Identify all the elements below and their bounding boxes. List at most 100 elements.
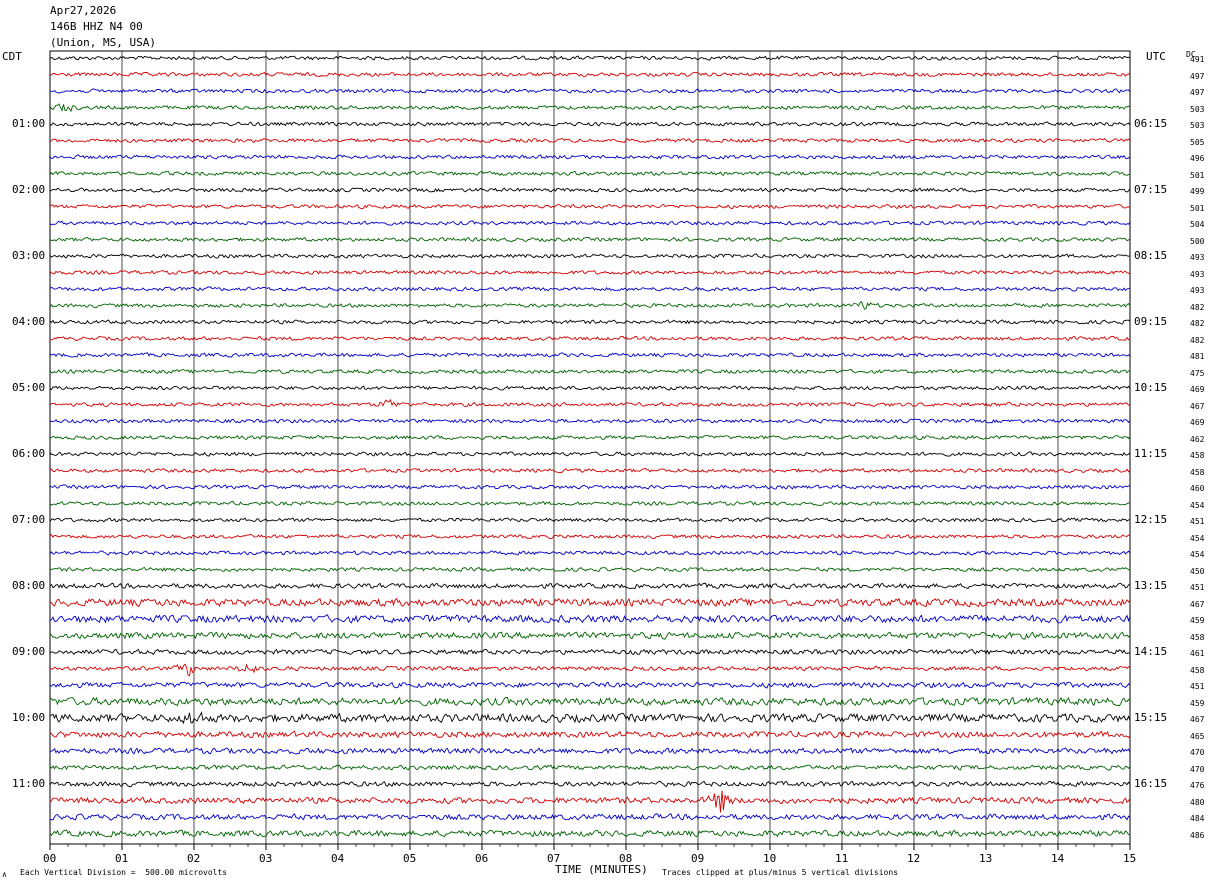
trace-row: [49, 484, 1131, 490]
dc-offset-label: 497: [1190, 71, 1205, 81]
dc-offset-label: 493: [1190, 286, 1205, 295]
dc-offset-label: 503: [1190, 104, 1205, 114]
dc-offset-label: 500: [1190, 236, 1205, 246]
x-tick-label: 13: [979, 852, 993, 865]
hour-label-utc: 14:15: [1134, 645, 1168, 658]
trace-row: [49, 434, 1131, 441]
dc-offset-label: 461: [1190, 649, 1205, 658]
hour-label-local: 06:00: [12, 447, 46, 460]
dc-offset-label: 454: [1190, 533, 1205, 543]
dc-offset-label: 454: [1190, 500, 1205, 510]
trace-row: [49, 187, 1131, 193]
trace-row: [49, 269, 1131, 275]
x-tick-label: 14: [1051, 852, 1065, 865]
dc-offset-label: 467: [1190, 715, 1205, 724]
x-tick-label: 08: [619, 852, 633, 865]
plot-frame: [49, 50, 1131, 845]
dc-offset-label: 465: [1190, 731, 1205, 741]
trace-row: [49, 138, 1131, 144]
x-tick-label: 04: [331, 852, 345, 865]
trace-row: [49, 663, 1131, 677]
trace-row: [49, 154, 1131, 160]
hour-label-utc: 12:15: [1134, 513, 1168, 526]
dc-offset-label: 484: [1190, 814, 1205, 823]
clip-note: Traces clipped at plus/minus 5 vertical …: [662, 868, 899, 877]
left-zone-label: CDT: [2, 50, 22, 63]
trace-row: [49, 253, 1131, 259]
dc-offset-label: 459: [1190, 616, 1205, 625]
x-tick-label: 11: [835, 852, 849, 865]
trace-row: [49, 829, 1131, 838]
hour-label-local: 01:00: [12, 117, 46, 130]
right-zone-label: UTC: [1146, 50, 1166, 63]
dc-offset-label: 482: [1190, 302, 1205, 312]
dc-offset-label: 491: [1190, 55, 1205, 64]
dc-offset-label: 458: [1190, 451, 1205, 460]
trace-row: [49, 220, 1131, 226]
dc-offset-label: 451: [1190, 517, 1205, 526]
x-tick-label: 15: [1123, 852, 1137, 865]
dc-offset-label: 493: [1190, 253, 1205, 262]
hour-label-local: 09:00: [12, 645, 46, 658]
hour-label-local: 11:00: [12, 777, 46, 790]
trace-row: [49, 368, 1131, 375]
trace-row: [49, 533, 1131, 540]
dc-offset-label: 458: [1190, 665, 1205, 675]
dc-offset-label: 482: [1190, 335, 1205, 345]
dc-offset-label: 451: [1190, 583, 1205, 592]
x-axis-label: TIME (MINUTES): [555, 863, 648, 876]
hour-label-utc: 16:15: [1134, 777, 1168, 790]
trace-row: [49, 451, 1131, 457]
trace-row: [49, 203, 1131, 210]
hour-label-utc: 15:15: [1134, 711, 1168, 724]
dc-offset-label: 462: [1190, 434, 1205, 444]
x-tick-label: 03: [259, 852, 273, 865]
trace-row: [49, 566, 1131, 573]
hour-label-utc: 09:15: [1134, 315, 1168, 328]
trace-row: [49, 88, 1131, 94]
dc-offset-label: 499: [1190, 187, 1205, 196]
dc-offset-label: 467: [1190, 401, 1205, 411]
trace-row: [49, 385, 1131, 391]
trace-row: [49, 550, 1131, 556]
dc-offset-label: 469: [1190, 385, 1205, 394]
hour-label-utc: 06:15: [1134, 117, 1168, 130]
x-tick-label: 09: [691, 852, 705, 865]
trace-row: [49, 597, 1131, 608]
trace-row: [49, 614, 1131, 624]
dc-offset-label: 475: [1190, 368, 1205, 378]
trace-row: [49, 696, 1131, 707]
dc-offset-label: 469: [1190, 418, 1205, 427]
trace-row: [49, 319, 1131, 325]
hour-label-utc: 08:15: [1134, 249, 1168, 262]
hour-label-local: 10:00: [12, 711, 46, 724]
dc-offset-label: 503: [1190, 121, 1205, 130]
dc-offset-label: 497: [1190, 88, 1205, 97]
hour-label-utc: 11:15: [1134, 447, 1168, 460]
hour-label-utc: 10:15: [1134, 381, 1168, 394]
trace-row: [49, 418, 1131, 424]
trace-row: [49, 121, 1131, 127]
dc-offset-label: 496: [1190, 154, 1205, 163]
hour-label-utc: 07:15: [1134, 183, 1168, 196]
x-tick-label: 01: [115, 852, 129, 865]
x-tick-label: 02: [187, 852, 201, 865]
trace-row: [49, 500, 1131, 506]
dc-offset-label: 459: [1190, 698, 1205, 708]
header-channel: 146B HHZ N4 00: [50, 20, 143, 33]
hour-label-local: 05:00: [12, 381, 46, 394]
header-date: Apr27,2026: [50, 4, 117, 17]
dc-offset-label: 486: [1190, 830, 1205, 840]
dc-offset-label: 451: [1190, 682, 1205, 691]
trace-row: [49, 780, 1131, 788]
x-tick-label: 10: [763, 852, 777, 865]
dc-offset-label: 460: [1190, 484, 1205, 493]
x-tick-label: 05: [403, 852, 417, 865]
hour-label-local: 08:00: [12, 579, 46, 592]
trace-row: [50, 813, 1131, 821]
trace-row: [49, 286, 1131, 292]
dc-offset-label: 470: [1190, 764, 1205, 774]
trace-row: [49, 764, 1131, 771]
trace-row: [49, 300, 1131, 310]
trace-row: [49, 71, 1131, 77]
